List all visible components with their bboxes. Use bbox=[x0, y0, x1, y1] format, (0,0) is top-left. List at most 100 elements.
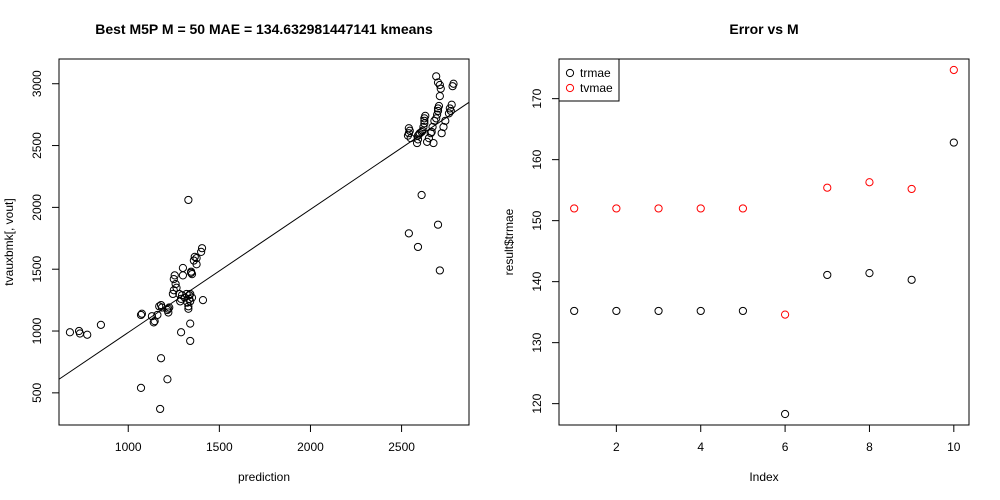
scatter-point bbox=[427, 127, 436, 137]
left-y-tick-label: 1500 bbox=[30, 256, 44, 283]
scatter-point bbox=[186, 297, 195, 306]
scatter-point bbox=[433, 110, 442, 119]
left-y-tick-label: 1000 bbox=[30, 317, 44, 344]
point-tvmae bbox=[780, 310, 790, 319]
right-y-axis: 120 130 140 150 160 170 bbox=[530, 88, 559, 414]
scatter-point bbox=[437, 129, 446, 138]
point-tvmae bbox=[738, 204, 748, 213]
scatter-point bbox=[417, 190, 426, 200]
scatter-point bbox=[184, 304, 193, 313]
right-y-tick-label: 170 bbox=[530, 88, 544, 108]
scatter-point bbox=[75, 329, 85, 338]
scatter-point bbox=[192, 253, 201, 263]
left-x-tick-label: 1000 bbox=[115, 440, 142, 454]
right-x-tick-label: 2 bbox=[613, 440, 620, 454]
scatter-point bbox=[163, 375, 172, 384]
point-trmae bbox=[696, 306, 705, 316]
point-tvmae bbox=[907, 184, 916, 194]
left-plot-frame bbox=[58, 58, 470, 426]
scatter-point bbox=[164, 304, 173, 313]
point-trmae bbox=[949, 138, 958, 147]
right-points bbox=[570, 65, 958, 419]
right-x-tick-label: 10 bbox=[947, 440, 961, 454]
left-x-tick-label: 2500 bbox=[388, 440, 415, 454]
scatter-point bbox=[419, 122, 428, 132]
scatter-point bbox=[441, 116, 450, 125]
scatter-point bbox=[171, 279, 180, 289]
legend-marker-tvmae bbox=[565, 83, 575, 93]
point-trmae bbox=[823, 270, 832, 280]
scatter-point bbox=[418, 126, 427, 135]
scatter-point bbox=[198, 296, 208, 305]
point-tvmae bbox=[696, 204, 705, 213]
scatter-point bbox=[444, 109, 454, 118]
point-tvmae bbox=[823, 183, 832, 192]
scatter-point bbox=[446, 106, 455, 116]
scatter-point bbox=[164, 308, 173, 317]
scatter-point bbox=[137, 309, 147, 318]
scatter-point bbox=[417, 127, 426, 137]
scatter-point bbox=[176, 294, 186, 303]
left-x-tick-label: 1500 bbox=[206, 440, 233, 454]
scatter-point bbox=[153, 310, 162, 320]
left-y-tick-label: 500 bbox=[30, 383, 44, 403]
scatter-point bbox=[435, 91, 444, 101]
scatter-point bbox=[184, 195, 193, 205]
scatter-point bbox=[186, 319, 195, 328]
left-y-axis-label: tvauxbmk[, vout] bbox=[2, 198, 16, 285]
right-x-tick-label: 6 bbox=[782, 440, 789, 454]
legend-marker-trmae bbox=[565, 68, 575, 78]
scatter-point bbox=[185, 291, 194, 300]
left-y-tick-label: 2500 bbox=[30, 132, 44, 159]
left-x-axis-label: prediction bbox=[238, 470, 290, 484]
right-plot-frame bbox=[558, 58, 970, 426]
point-trmae bbox=[780, 409, 790, 419]
scatter-point bbox=[165, 303, 174, 312]
scatter-point bbox=[136, 383, 146, 393]
scatter-point bbox=[413, 242, 423, 252]
scatter-point bbox=[149, 318, 158, 327]
scatter-point bbox=[169, 274, 178, 284]
point-tvmae bbox=[949, 65, 958, 75]
scatter-point bbox=[96, 320, 106, 329]
scatter-point bbox=[178, 271, 188, 280]
scatter-point bbox=[435, 80, 444, 90]
scatter-point bbox=[435, 266, 444, 275]
scatter-point bbox=[415, 129, 424, 138]
scatter-point bbox=[168, 289, 177, 299]
scatter-point bbox=[65, 328, 75, 337]
point-tvmae bbox=[654, 204, 663, 213]
scatter-point bbox=[422, 137, 432, 146]
right-y-tick-label: 160 bbox=[530, 149, 544, 169]
scatter-point bbox=[197, 247, 206, 256]
regression-line bbox=[58, 101, 470, 380]
left-x-tick-label: 2000 bbox=[297, 440, 324, 454]
scatter-point bbox=[136, 310, 146, 320]
scatter-point bbox=[187, 268, 196, 278]
right-y-tick-label: 130 bbox=[530, 332, 544, 352]
scatter-point bbox=[197, 244, 207, 253]
right-y-tick-label: 140 bbox=[530, 271, 544, 291]
right-x-axis-label: Index bbox=[749, 470, 778, 484]
scatter-point bbox=[83, 330, 92, 339]
scatter-point bbox=[405, 126, 414, 135]
left-x-axis: 1000 1500 2000 2500 bbox=[115, 425, 415, 454]
right-y-tick-label: 120 bbox=[530, 393, 544, 413]
left-chart-panel: Best M5P M = 50 MAE = 134.632981447141 k… bbox=[2, 21, 470, 484]
legend-label-tvmae: tvmae bbox=[580, 81, 613, 95]
right-chart-panel: Error vs M 2 4 6 8 10 120 130 140 150 160 170 trm… bbox=[502, 21, 970, 484]
scatter-point bbox=[436, 84, 445, 93]
scatter-point bbox=[192, 260, 201, 269]
scatter-point bbox=[404, 229, 413, 238]
scatter-point bbox=[433, 106, 443, 116]
right-chart-title: Error vs M bbox=[729, 21, 798, 37]
right-x-tick-label: 4 bbox=[697, 440, 704, 454]
scatter-point bbox=[178, 263, 188, 273]
scatter-point bbox=[147, 312, 157, 321]
left-y-tick-label: 2000 bbox=[30, 194, 44, 221]
point-trmae bbox=[612, 306, 621, 316]
scatter-point bbox=[421, 111, 430, 120]
scatter-point bbox=[429, 138, 438, 148]
scatter-point bbox=[439, 122, 448, 132]
